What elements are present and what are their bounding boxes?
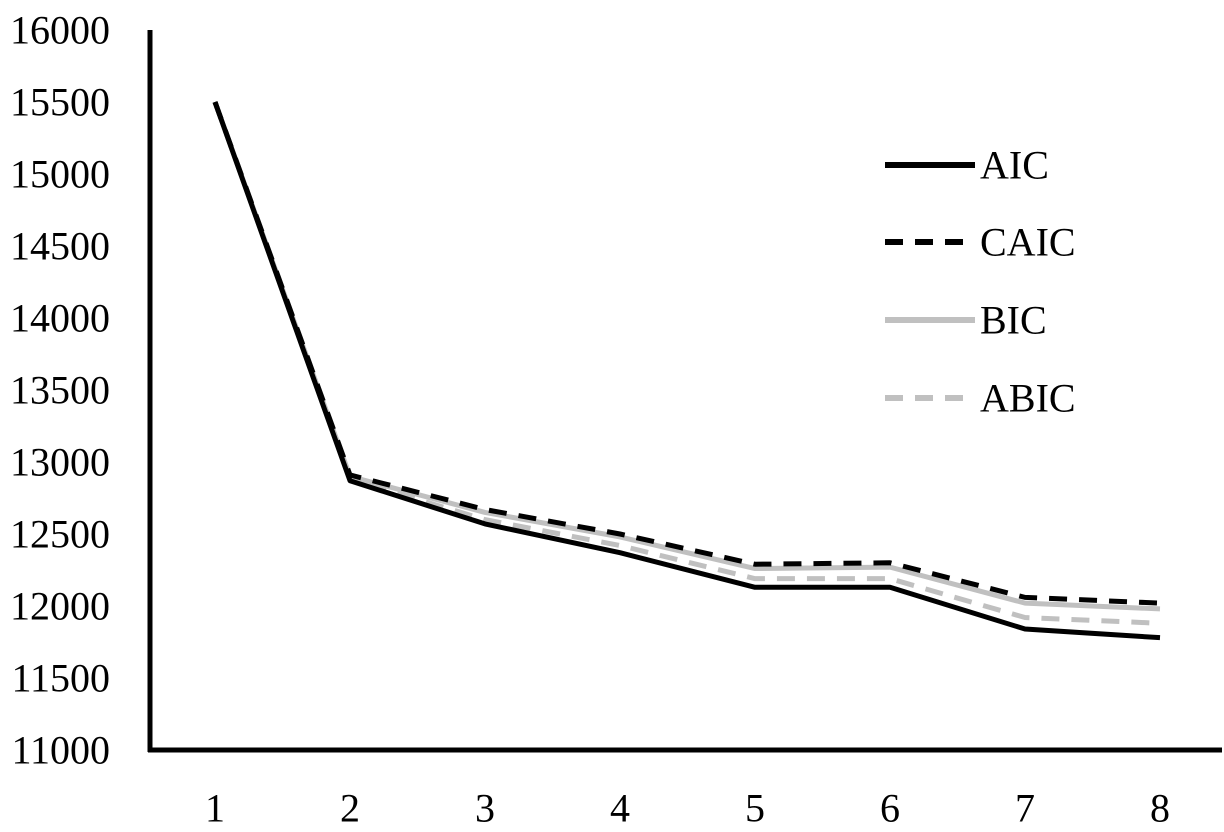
- y-tick-label: 12000: [10, 584, 110, 629]
- y-tick-label: 11500: [11, 656, 110, 701]
- series-line-aic: [212, 101, 1161, 641]
- x-tick-label: 1: [205, 786, 225, 831]
- legend: AIC CAIC BIC ABIC: [885, 143, 1076, 421]
- x-tick-label: 2: [340, 786, 360, 831]
- y-tick-label: 15000: [10, 152, 110, 197]
- y-tick-label: 14500: [10, 224, 110, 269]
- legend-label-abic: ABIC: [980, 376, 1076, 421]
- y-tick-label: 13500: [10, 368, 110, 413]
- legend-label-bic: BIC: [980, 298, 1047, 343]
- x-tick-label: 3: [475, 786, 495, 831]
- y-tick-label: 13000: [10, 440, 110, 485]
- y-tick-label: 12500: [10, 512, 110, 557]
- y-tick-label: 11000: [11, 728, 110, 773]
- y-tick-label: 16000: [10, 8, 110, 53]
- x-tick-label: 5: [745, 786, 765, 831]
- series-lines: [212, 101, 1161, 641]
- x-tick-label: 7: [1015, 786, 1035, 831]
- y-axis-ticks: 11000 11500 12000 12500 13000 13500 14000 14500…: [10, 8, 110, 773]
- legend-label-aic: AIC: [980, 143, 1049, 188]
- x-tick-label: 6: [880, 786, 900, 831]
- y-tick-label: 14000: [10, 296, 110, 341]
- legend-label-caic: CAIC: [980, 220, 1076, 265]
- series-line-caic: [212, 101, 1161, 606]
- x-axis-ticks: 1 2 3 4 5 6 7 8: [205, 786, 1170, 831]
- x-tick-label: 4: [610, 786, 630, 831]
- x-tick-label: 8: [1150, 786, 1170, 831]
- y-tick-label: 15500: [10, 80, 110, 125]
